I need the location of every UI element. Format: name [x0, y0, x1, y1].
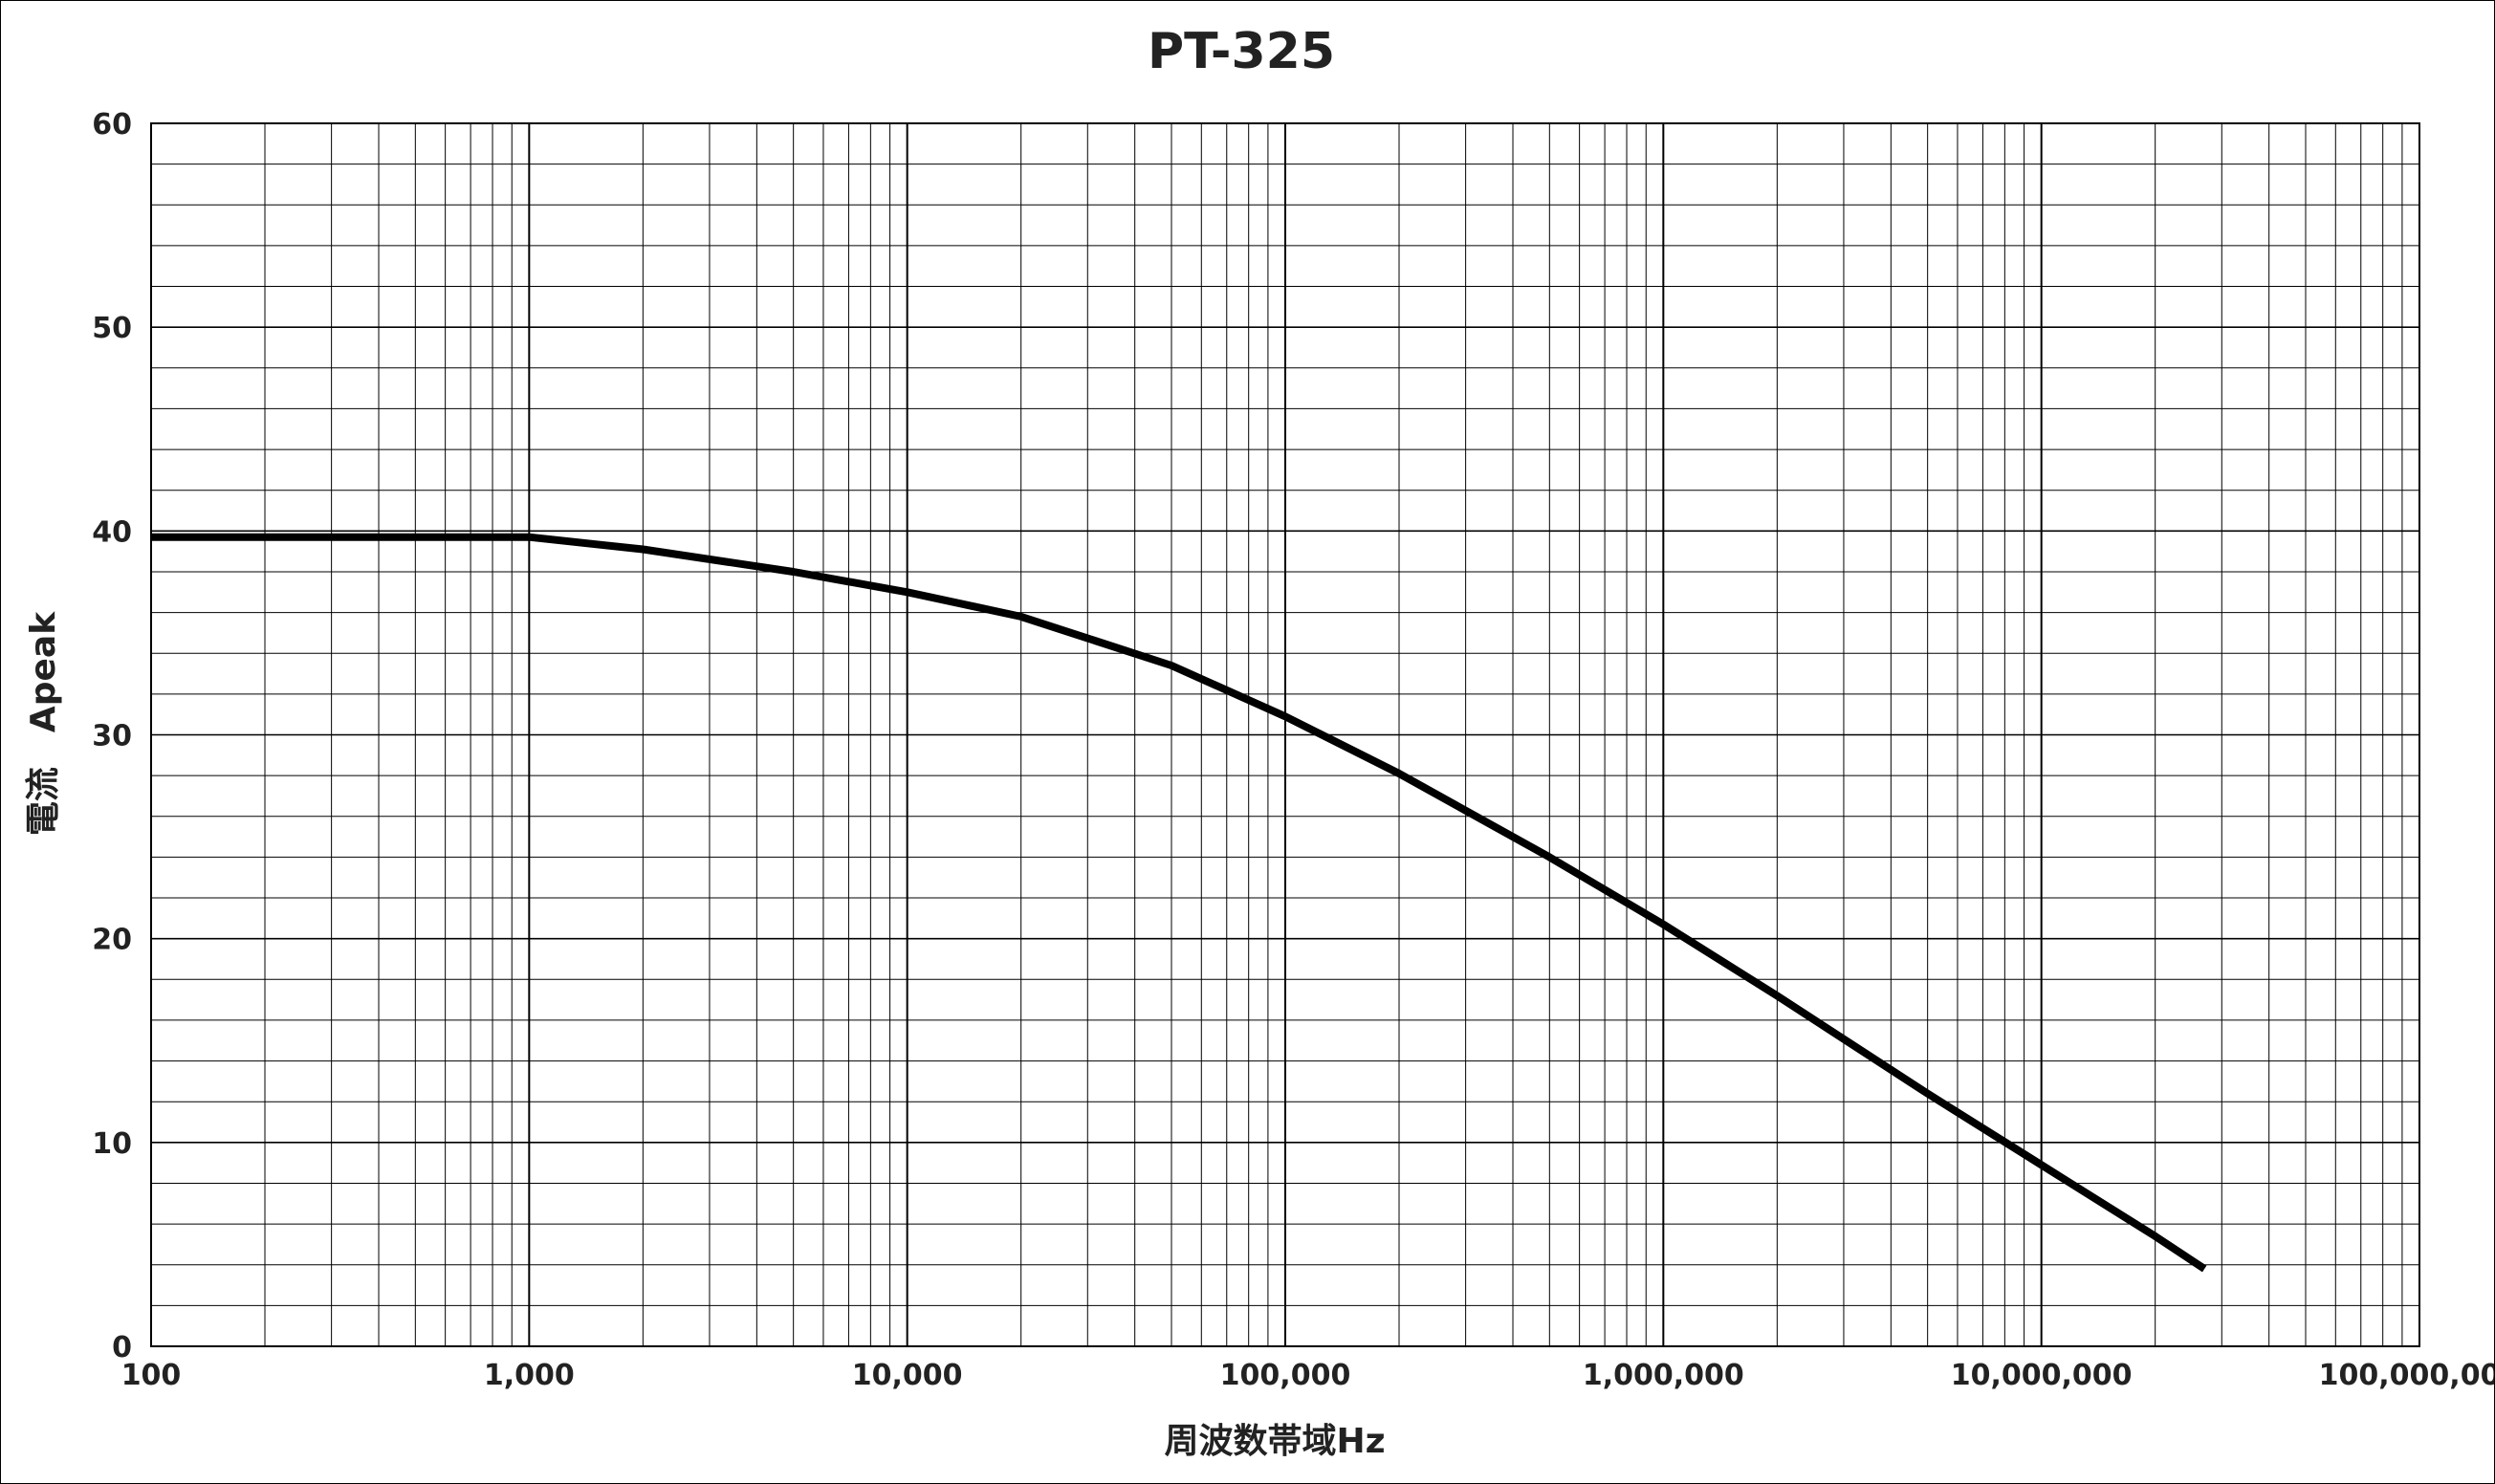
y-tick-label: 10 — [92, 1127, 132, 1161]
plot-frame — [150, 122, 2420, 1347]
y-tick-label: 0 — [112, 1331, 132, 1364]
y-tick-label: 20 — [92, 924, 132, 957]
y-tick-label: 60 — [92, 108, 132, 142]
y-tick-label: 40 — [92, 515, 132, 549]
x-tick-label: 100,000 — [1220, 1359, 1351, 1392]
chart-title: PT-325 — [1148, 23, 1335, 80]
grid — [150, 122, 2420, 1347]
x-tick-label: 1,000 — [484, 1359, 575, 1392]
y-tick-label: 50 — [92, 312, 132, 345]
y-tick-label: 30 — [92, 720, 132, 753]
x-tick-label: 1,000,000 — [1583, 1359, 1744, 1392]
series-layer — [151, 533, 2207, 1273]
y-axis-label: 電流 Apeak — [24, 611, 63, 836]
x-tick-label: 10,000 — [852, 1359, 963, 1392]
x-tick-label: 10,000,000 — [1951, 1359, 2133, 1392]
axes — [150, 122, 2420, 1347]
x-tick-label: 100 — [121, 1359, 182, 1392]
y-tick-labels: 0 10 20 30 40 50 60 — [92, 108, 132, 1364]
series-line — [151, 533, 2207, 1273]
x-tick-labels: 100 1,000 10,000 100,000 1,000,000 10,000,000… — [121, 1359, 2494, 1392]
x-tick-label: 100,000,000 — [2319, 1359, 2494, 1392]
x-axis-label: 周波数帯域Hz — [1164, 1422, 1385, 1461]
